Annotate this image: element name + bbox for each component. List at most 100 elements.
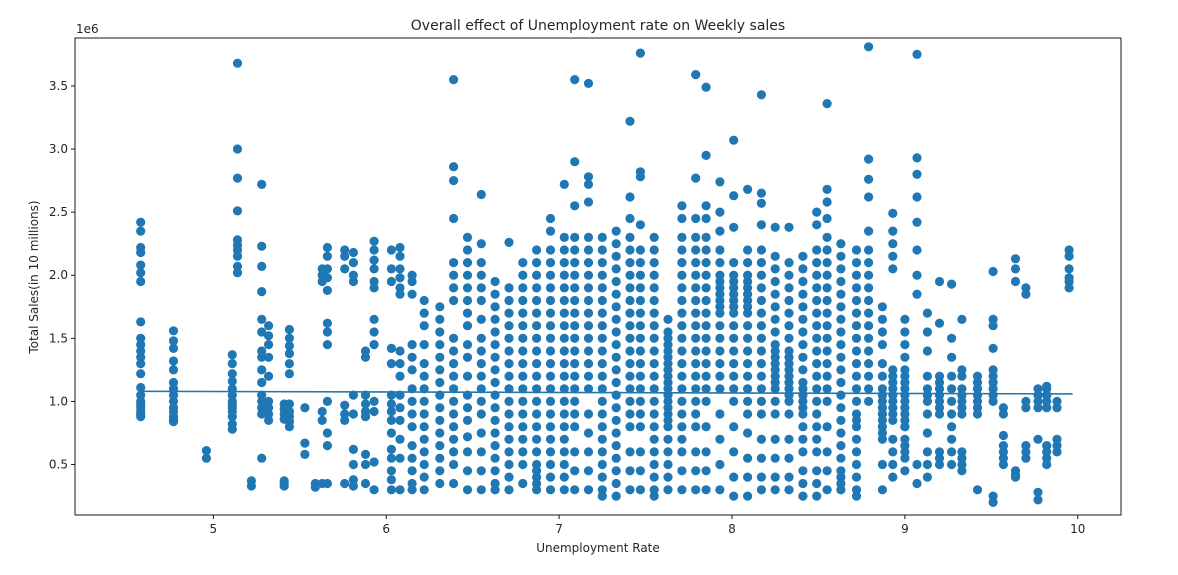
data-point xyxy=(435,428,445,438)
data-point xyxy=(136,276,146,287)
data-point xyxy=(419,359,429,369)
data-point xyxy=(407,352,417,362)
data-point xyxy=(386,444,396,454)
data-point xyxy=(988,491,998,501)
data-point xyxy=(822,485,832,495)
data-point xyxy=(743,308,753,318)
data-point xyxy=(1021,403,1031,413)
data-point xyxy=(559,308,569,318)
data-point xyxy=(1042,390,1052,400)
data-point xyxy=(449,478,459,489)
data-point xyxy=(559,359,569,369)
data-point xyxy=(348,276,358,287)
data-point xyxy=(729,308,739,318)
data-point xyxy=(715,308,725,318)
data-point xyxy=(559,371,569,381)
data-point xyxy=(419,422,429,432)
data-point xyxy=(649,321,659,331)
data-point xyxy=(1042,453,1052,463)
data-point xyxy=(888,403,898,413)
data-point xyxy=(476,283,486,293)
data-point xyxy=(300,403,310,413)
data-point xyxy=(934,377,945,388)
data-point xyxy=(972,485,983,495)
data-point xyxy=(1010,472,1021,482)
data-point xyxy=(715,207,725,217)
data-point xyxy=(136,226,146,236)
data-point xyxy=(340,409,350,419)
data-point xyxy=(360,412,371,422)
data-point xyxy=(729,302,739,312)
data-point xyxy=(912,289,922,299)
data-point xyxy=(625,384,635,394)
data-point xyxy=(257,287,267,297)
data-point xyxy=(663,485,673,495)
data-point xyxy=(1042,381,1052,391)
data-point xyxy=(490,428,500,438)
data-point xyxy=(611,365,621,375)
data-point xyxy=(649,472,659,482)
data-point xyxy=(877,434,888,444)
data-point xyxy=(407,270,417,280)
data-point xyxy=(877,459,888,470)
data-point xyxy=(597,371,607,381)
data-point xyxy=(877,485,888,495)
data-point xyxy=(900,377,910,388)
data-point xyxy=(583,197,594,207)
data-point xyxy=(369,245,379,255)
data-point xyxy=(912,245,922,255)
data-point xyxy=(317,406,327,417)
data-point xyxy=(756,220,767,230)
data-point xyxy=(583,172,594,182)
data-point xyxy=(888,264,898,274)
data-point xyxy=(756,198,767,208)
data-point xyxy=(1021,453,1031,463)
data-point xyxy=(559,283,569,293)
data-point xyxy=(583,321,594,331)
data-point xyxy=(570,75,580,85)
data-point xyxy=(701,384,711,394)
data-point xyxy=(545,346,556,356)
data-point xyxy=(635,409,646,419)
data-point xyxy=(1064,245,1074,255)
data-point xyxy=(449,371,459,381)
data-point xyxy=(798,302,808,312)
data-point xyxy=(504,333,514,343)
data-point xyxy=(257,327,267,337)
data-point xyxy=(449,359,459,369)
data-point xyxy=(462,258,473,268)
data-point xyxy=(407,409,417,419)
data-point xyxy=(743,283,753,293)
data-point xyxy=(934,459,945,470)
data-point xyxy=(419,434,429,444)
data-point xyxy=(340,251,350,261)
data-point xyxy=(900,409,910,419)
data-point xyxy=(770,384,780,394)
data-point xyxy=(770,371,780,381)
data-point xyxy=(972,396,983,406)
data-point xyxy=(435,352,445,362)
data-point xyxy=(822,308,832,318)
data-point xyxy=(518,333,528,343)
data-point xyxy=(611,453,621,463)
data-point xyxy=(798,403,808,413)
data-point xyxy=(462,321,473,331)
data-point xyxy=(532,478,542,489)
data-point xyxy=(1042,403,1052,413)
data-point xyxy=(348,258,358,268)
data-point xyxy=(691,485,701,495)
data-point xyxy=(922,409,933,419)
y-axis-ticks: 0.5 1.0 1.5 2.0 2.5 3.0 3.5 xyxy=(49,79,75,472)
data-point xyxy=(691,70,701,80)
data-point xyxy=(611,491,621,501)
data-point xyxy=(836,289,846,299)
data-point xyxy=(663,403,673,413)
data-point xyxy=(798,396,808,406)
data-point xyxy=(168,336,179,346)
data-point xyxy=(597,258,607,268)
data-point xyxy=(864,258,874,268)
data-point xyxy=(611,239,621,249)
data-point xyxy=(407,396,417,406)
data-point xyxy=(395,273,405,283)
data-point xyxy=(583,333,594,343)
